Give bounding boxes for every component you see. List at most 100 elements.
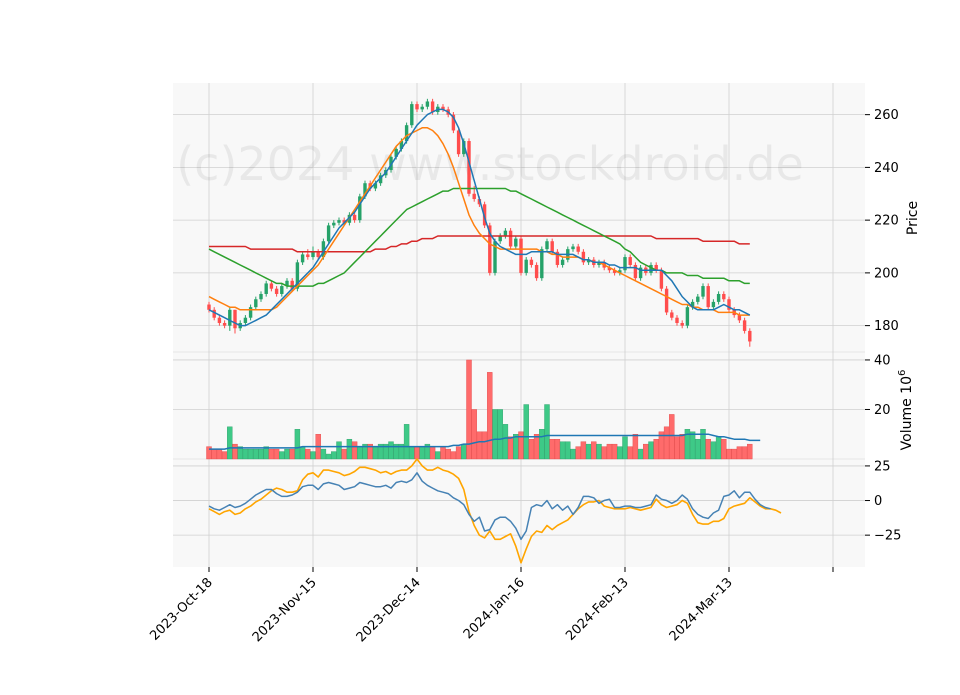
volume-bar [471, 409, 477, 460]
volume-bar [539, 429, 545, 460]
volume-average-line [209, 433, 761, 450]
volume-bar [492, 409, 498, 460]
candle-body [228, 309, 232, 326]
candle-body [300, 254, 305, 263]
volume-bar [424, 443, 431, 460]
candle-body [363, 183, 367, 197]
candle-body [352, 214, 357, 221]
candle-body [618, 270, 622, 273]
x-tick-label: 2023-Nov-15 [250, 575, 320, 645]
candle-body [462, 141, 466, 155]
oscillator-line-a [208, 472, 771, 541]
volume-bar [362, 443, 368, 460]
price-axis-title: Price [905, 201, 921, 235]
volume-bar [258, 448, 264, 460]
candle-body [597, 262, 601, 265]
volume-bar [294, 429, 301, 460]
candle-body [264, 283, 268, 294]
volume-bar [211, 448, 217, 460]
volume-bar [476, 431, 483, 460]
volume-bar [497, 409, 503, 460]
x-tick-label: 2023-Dec-14 [354, 575, 424, 645]
candle-body [737, 315, 742, 321]
oscillator-tick-label: 25 [874, 459, 891, 474]
volume-bar [310, 451, 316, 460]
volume-axis-title-exponent: 6 [897, 370, 908, 376]
candle-body [316, 251, 320, 258]
candle-body [529, 259, 534, 265]
volume-bar [627, 446, 633, 460]
candle-body [217, 317, 222, 323]
candle-body [394, 148, 398, 157]
candle-body [326, 225, 331, 242]
volume-bar [429, 446, 436, 460]
volume-bar [414, 446, 420, 460]
volume-bar [695, 438, 701, 460]
candle-body [415, 104, 419, 110]
candle-body [430, 101, 435, 113]
candle-body [467, 141, 471, 194]
candle-body [654, 264, 658, 271]
candle-body [399, 141, 404, 149]
volume-bar [351, 441, 358, 460]
candle-body [358, 196, 362, 221]
volume-bar [247, 448, 254, 460]
candle-body [711, 301, 716, 308]
candle-body [259, 293, 263, 300]
volume-bar [632, 434, 639, 460]
volume-bar [253, 448, 259, 460]
candle-body [410, 104, 414, 126]
volume-bar [320, 448, 327, 460]
candle-body [524, 259, 528, 273]
x-tick-label: 2024-Jan-16 [461, 575, 528, 642]
volume-bar [617, 446, 623, 460]
volume-bar [731, 448, 737, 460]
price-tick-label: 260 [874, 108, 899, 123]
candle-body [545, 241, 549, 250]
volume-bar [383, 443, 389, 460]
volume-bar [679, 434, 685, 460]
gridlines [173, 83, 865, 567]
volume-bar [669, 414, 675, 460]
candle-body [280, 286, 284, 294]
x-tick-label: 2024-Feb-13 [563, 575, 632, 644]
volume-bar [580, 441, 587, 460]
volume-bar [289, 448, 295, 460]
volume-bar [481, 431, 488, 460]
volume-bar [232, 443, 238, 460]
candle-body [555, 251, 560, 265]
volume-panel [206, 359, 761, 460]
volume-bar [331, 451, 337, 460]
candle-body [248, 307, 253, 318]
candle-body [670, 312, 674, 318]
candle-body [742, 320, 747, 331]
candle-body [311, 251, 315, 258]
candle-body [503, 230, 508, 236]
volume-bar [643, 443, 649, 460]
candle-body [222, 322, 227, 326]
volume-bar [487, 372, 493, 460]
volume-tick-label: 20 [874, 403, 891, 418]
candle-body [207, 304, 211, 310]
volume-bar [403, 424, 410, 460]
volume-bar [299, 446, 306, 460]
volume-bar [216, 448, 223, 460]
candle-body [727, 299, 731, 310]
volume-bar [273, 448, 280, 460]
volume-bar [653, 438, 659, 460]
candle-body [290, 280, 294, 289]
volume-bar [559, 441, 566, 460]
volume-bar [726, 448, 732, 460]
volume-bar [528, 438, 535, 460]
volume-bar [305, 448, 311, 460]
candle-body [243, 317, 248, 323]
volume-bar [268, 448, 275, 460]
x-tick-label: 2024-Mar-13 [667, 575, 736, 644]
candle-body [337, 220, 341, 223]
candle-body [233, 309, 237, 329]
candle-body [690, 301, 695, 308]
candle-body [306, 254, 310, 258]
volume-bar [523, 404, 529, 460]
candle-body [269, 283, 274, 289]
volume-bar [440, 446, 446, 460]
